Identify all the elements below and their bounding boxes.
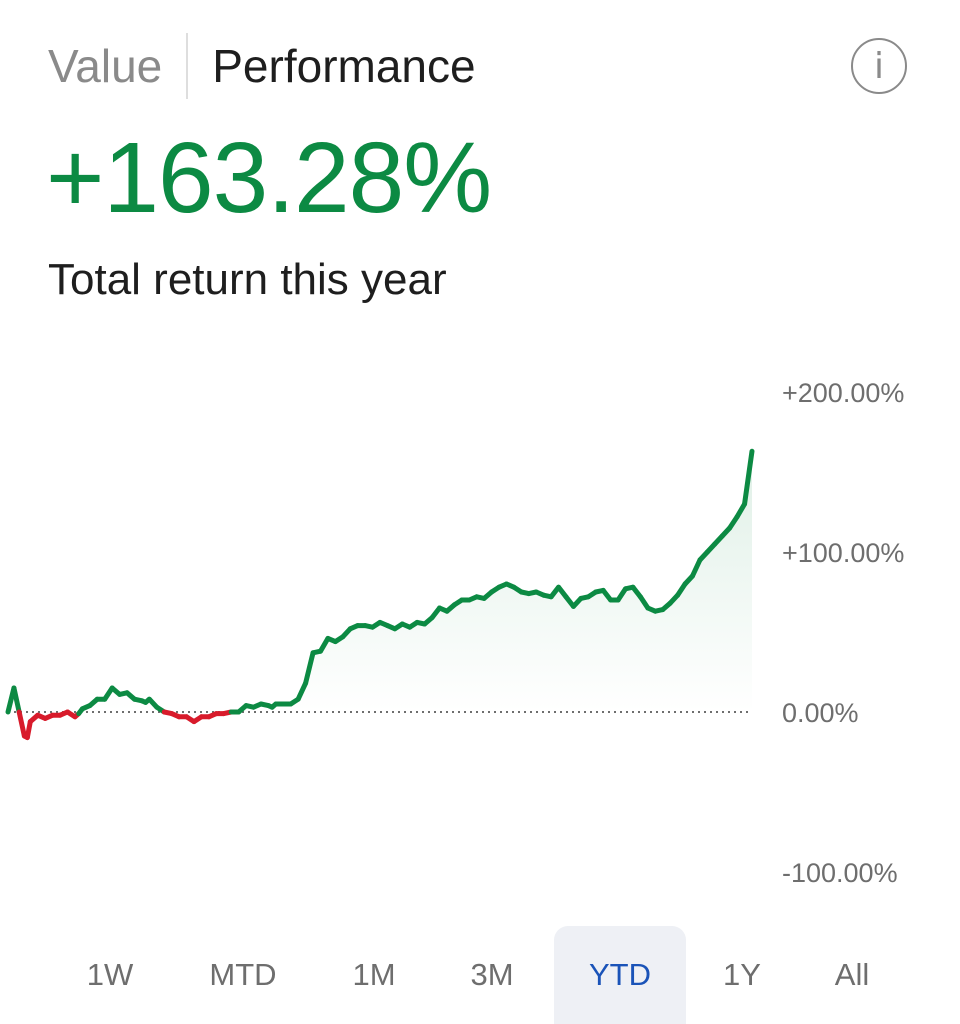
y-tick-label: -100.00% <box>782 858 898 888</box>
view-tabs: Value Performance <box>48 32 476 100</box>
time-range-selector: 1W MTD 1M 3M YTD 1Y All <box>0 926 960 1024</box>
performance-line-segment <box>303 650 316 686</box>
performance-chart-svg: +200.00% +100.00% 0.00% -100.00% <box>5 378 904 888</box>
performance-line-segment <box>295 680 309 702</box>
range-button-1y[interactable]: 1Y <box>723 957 761 992</box>
tab-divider <box>186 33 189 99</box>
y-tick-label: +100.00% <box>782 538 904 568</box>
performance-line-segment <box>11 685 22 715</box>
y-tick-label: +200.00% <box>782 378 904 408</box>
total-return-caption: Total return this year <box>48 255 447 304</box>
performance-chart: +200.00% +100.00% 0.00% -100.00% <box>0 360 960 920</box>
range-button-ytd[interactable]: YTD <box>554 926 686 1024</box>
performance-line-segment <box>24 719 33 741</box>
tab-performance[interactable]: Performance <box>212 40 476 92</box>
range-button-3m[interactable]: 3M <box>470 957 514 992</box>
tab-value[interactable]: Value <box>48 40 163 92</box>
range-button-1m[interactable]: 1M <box>352 957 396 992</box>
info-icon[interactable]: i <box>851 38 907 94</box>
range-button-all[interactable]: All <box>834 957 870 992</box>
y-tick-label: 0.00% <box>782 698 859 728</box>
range-button-1w[interactable]: 1W <box>86 957 134 992</box>
total-return-value: +163.28% <box>46 122 492 234</box>
range-button-mtd[interactable]: MTD <box>209 957 277 992</box>
performance-line-segment <box>742 448 755 507</box>
performance-area-fill <box>8 451 752 712</box>
performance-line-segment <box>689 557 703 579</box>
info-glyph: i <box>873 45 884 87</box>
performance-line-segment <box>16 709 27 739</box>
